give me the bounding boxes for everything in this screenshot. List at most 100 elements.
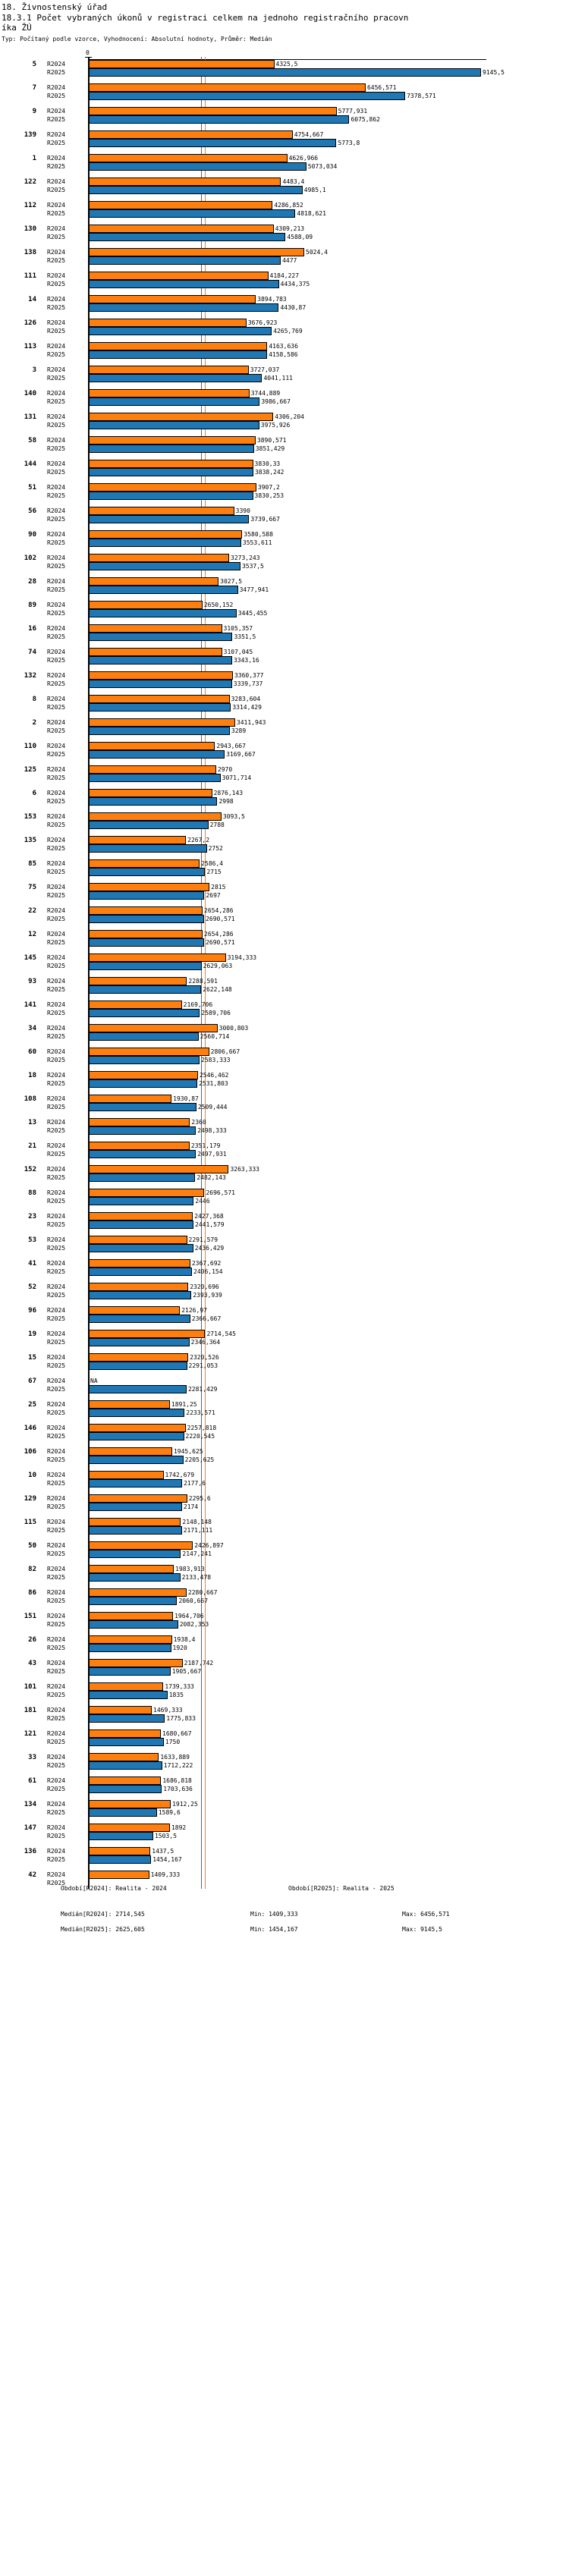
- bar: [89, 233, 286, 241]
- bar-value-label: 3263,333: [230, 1166, 259, 1173]
- series-label: R2024: [47, 531, 66, 538]
- bar-value-label: 4041,111: [263, 375, 293, 382]
- bar-value-label: 1680,667: [162, 1730, 192, 1737]
- bar: [89, 1785, 162, 1793]
- bar-group-label: 126: [24, 319, 36, 327]
- bar-group-label: 28: [28, 578, 36, 586]
- bar-row: R2024 2367,692: [0, 1259, 569, 1268]
- series-label: R2025: [47, 210, 66, 217]
- bar: [89, 977, 187, 985]
- bar-group-label: 58: [28, 437, 36, 445]
- series-label: R2025: [47, 234, 66, 240]
- bar-value-label: 2970: [217, 766, 233, 773]
- series-label: R2025: [47, 1503, 66, 1510]
- bar-group: 60 R2024 2806,667 R2025 2583,333: [0, 1048, 569, 1064]
- bar-group-label: 14: [28, 296, 36, 303]
- bar-value-label: 3283,604: [231, 696, 261, 702]
- bar: [89, 1800, 171, 1808]
- bar: [89, 413, 274, 421]
- bar: [89, 303, 279, 312]
- bar-group: 74 R2024 3107,045 R2025 3343,16: [0, 648, 569, 664]
- bar: [89, 930, 203, 938]
- bar-row: R2024 1945,625: [0, 1447, 569, 1456]
- series-label: R2024: [47, 61, 66, 68]
- bar-value-label: 3477,941: [239, 586, 269, 593]
- bar-group-label: 86: [28, 1589, 36, 1597]
- max-2025-label: Max: 9145,5: [402, 1926, 442, 1933]
- bar-value-label: 4985,1: [303, 187, 326, 193]
- bar-row: R2025 2531,803: [0, 1079, 569, 1088]
- bar-group-label: 115: [24, 1519, 36, 1526]
- bar: [89, 1479, 183, 1487]
- bar-group-label: 145: [24, 954, 36, 962]
- bar-row: R2024 1892: [0, 1824, 569, 1832]
- bar-value-label: 2291,053: [188, 1362, 218, 1369]
- bar-value-label: 5024,4: [306, 249, 328, 256]
- bar: [89, 225, 274, 233]
- bar: [89, 1588, 187, 1597]
- legend-period-row: Období[R2024]: Realita - 2024 Období[R20…: [0, 1885, 569, 1900]
- bar-group-label: 90: [28, 531, 36, 539]
- report-header: 18. Živnostenský úřad 18.3.1 Počet vybra…: [0, 0, 569, 43]
- series-label: R2024: [47, 84, 66, 91]
- plot-top-rule: [88, 59, 486, 60]
- series-label: R2024: [47, 743, 66, 749]
- bar-row: R2025 2436,429: [0, 1244, 569, 1252]
- bar-row: R2024 2546,462: [0, 1071, 569, 1079]
- series-label: R2024: [47, 1236, 66, 1243]
- bar-row: R2024 2288,591: [0, 977, 569, 985]
- bar-group-label: 132: [24, 672, 36, 680]
- bar-group-label: 134: [24, 1801, 36, 1808]
- bar: [89, 515, 250, 523]
- bar: [89, 953, 226, 962]
- bar-group: 41 R2024 2367,692 R2025 2406,154: [0, 1259, 569, 1276]
- bar-value-label: 2177,6: [184, 1480, 206, 1487]
- bar-group: 140 R2024 3744,889 R2025 3986,667: [0, 389, 569, 406]
- bar-group-label: 151: [24, 1613, 36, 1620]
- bar-row: R2024 3360,377: [0, 671, 569, 680]
- bar-row: R2025 2715: [0, 868, 569, 876]
- bar-row: R2024 1938,4: [0, 1635, 569, 1644]
- bar-group: 61 R2024 1686,818 R2025 1703,636: [0, 1776, 569, 1793]
- bar-row: R2024 2351,179: [0, 1142, 569, 1150]
- series-label: R2024: [47, 1542, 66, 1549]
- bar-row: R2025 4477: [0, 256, 569, 265]
- bar-group-label: 9: [32, 108, 36, 115]
- bar: [89, 1259, 190, 1268]
- series-label: R2025: [47, 586, 66, 593]
- bar-value-label: 2714,545: [206, 1330, 236, 1337]
- bar: [89, 1824, 170, 1832]
- bar-value-label: 2169,706: [183, 1001, 213, 1008]
- bar-row: R2025 2560,714: [0, 1032, 569, 1041]
- bar: [89, 648, 222, 656]
- bar: [89, 1808, 157, 1817]
- series-label: R2025: [47, 1386, 66, 1393]
- bar-value-label: 4158,586: [269, 351, 298, 358]
- bar: [89, 1291, 192, 1299]
- series-label: R2024: [47, 1189, 66, 1196]
- median-2024-label: Medián[R2024]: 2714,545: [61, 1911, 145, 1918]
- bar: [89, 483, 256, 492]
- bar-value-label: 3851,429: [255, 445, 285, 452]
- series-label: R2025: [47, 798, 66, 805]
- bar-value-label: 2446: [195, 1198, 210, 1205]
- series-label: R2025: [47, 469, 66, 476]
- bar: [89, 1212, 193, 1220]
- series-label: R2025: [47, 304, 66, 311]
- series-label: R2024: [47, 1166, 66, 1173]
- bar: [89, 577, 219, 586]
- y-axis-spine: [88, 57, 90, 1889]
- bar: [89, 319, 247, 327]
- series-label: R2025: [47, 1080, 66, 1087]
- bar: [89, 797, 218, 806]
- bar-value-label: 2267,2: [187, 837, 210, 843]
- series-label: R2024: [47, 1754, 66, 1761]
- bar: [89, 280, 279, 288]
- bar-value-label: 2441,579: [195, 1221, 225, 1228]
- bar: [89, 1330, 206, 1338]
- series-label: R2024: [47, 460, 66, 467]
- bar-value-label: 3537,5: [241, 563, 264, 570]
- bar-group: 26 R2024 1938,4 R2025 1920: [0, 1635, 569, 1652]
- bar-row: R2024 2427,368: [0, 1212, 569, 1220]
